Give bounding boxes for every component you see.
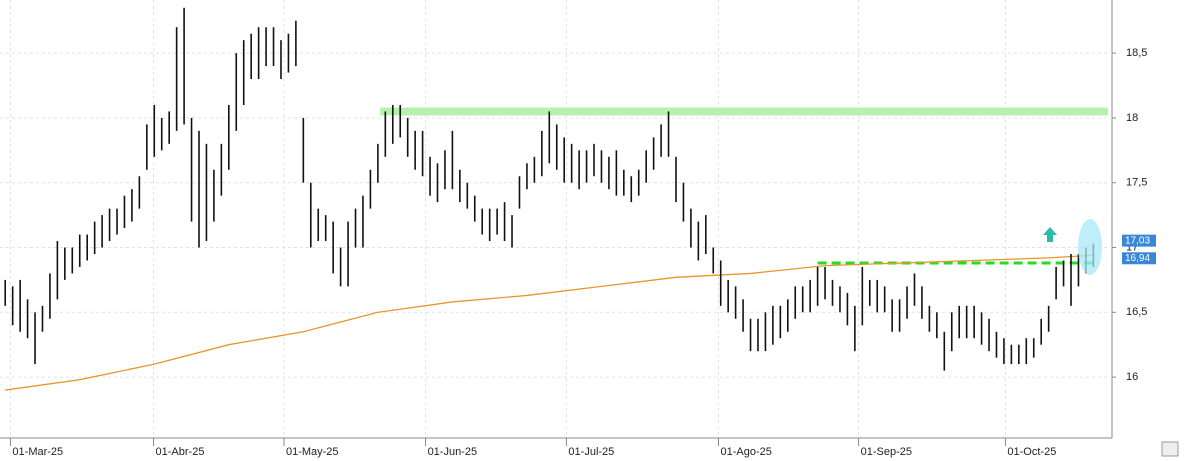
price-label: 16,94 (1125, 253, 1150, 264)
x-tick-label: 01-Sep-25 (861, 446, 912, 458)
y-tick-label: 16 (1126, 371, 1138, 383)
price-label: 17,03 (1125, 235, 1150, 246)
up-arrow (1043, 227, 1057, 242)
x-tick-label: 01-Ago-25 (720, 446, 771, 458)
x-tick-label: 01-Abr-25 (156, 446, 205, 458)
x-tick-label: 01-Jun-25 (428, 446, 478, 458)
x-tick-label: 01-May-25 (286, 446, 339, 458)
y-tick-label: 16,5 (1126, 306, 1147, 318)
highlight (1078, 219, 1102, 275)
x-tick-label: 01-Mar-25 (12, 446, 63, 458)
y-tick-label: 18 (1126, 112, 1138, 124)
scroll-button[interactable] (1161, 441, 1179, 457)
y-tick-label: 18,5 (1126, 47, 1147, 59)
moving-average (5, 254, 1094, 391)
price-label-box (1122, 234, 1156, 247)
x-tick-label: 01-Oct-25 (1007, 446, 1056, 458)
x-tick-label: 01-Jul-25 (568, 446, 614, 458)
y-tick-label: 17,5 (1126, 177, 1147, 189)
price-label-box (1122, 252, 1156, 265)
